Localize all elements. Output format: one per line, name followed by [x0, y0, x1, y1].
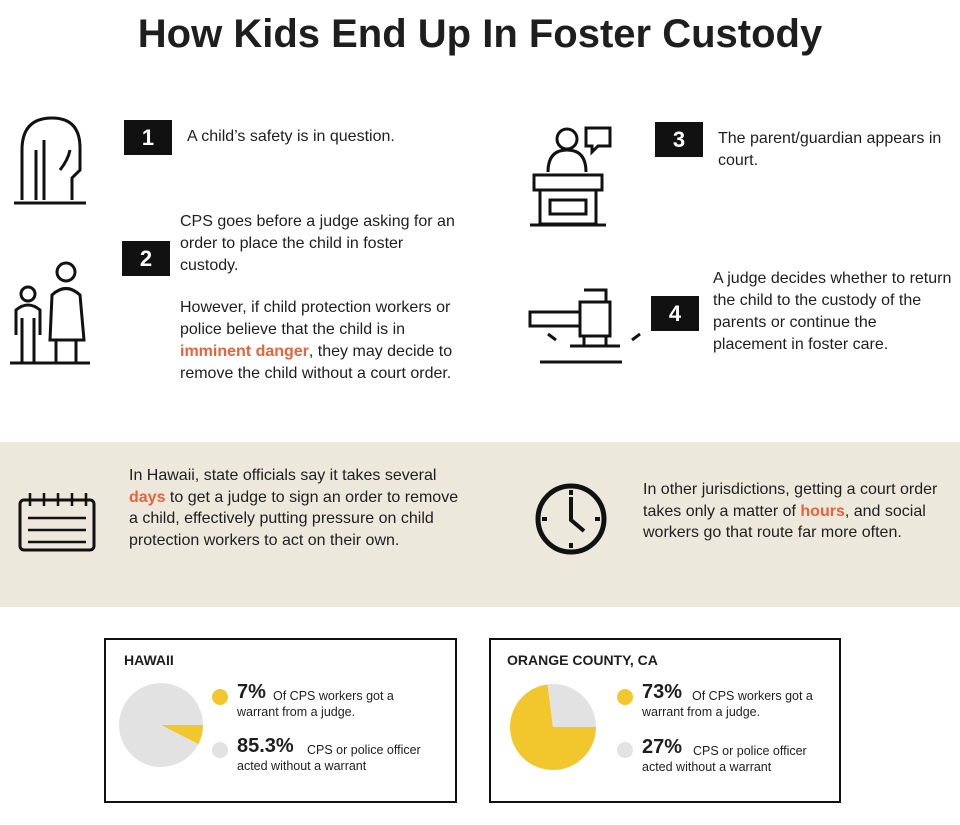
value-label: 73% [642, 681, 683, 703]
value-label: 27% [642, 736, 683, 758]
chart-title: HAWAII [124, 652, 174, 668]
legend-label: CPS or police officer acted without a wa… [237, 743, 421, 773]
step-text: The parent/guardian appears in court. [718, 130, 942, 169]
callout: In other jurisdictions, getting a court … [643, 479, 955, 544]
pie-slice [161, 725, 203, 745]
icon-gavel [528, 288, 641, 364]
legend-swatch [212, 689, 228, 705]
callout: In Hawaii, state officials say it takes … [129, 465, 469, 551]
highlight: days [129, 488, 166, 506]
step-note: However, if child protection workers or … [180, 297, 455, 385]
callout-text: , and social workers go that route far m… [643, 502, 926, 542]
legend-label: Of CPS workers got a warrant from a judg… [642, 689, 813, 719]
step-number: 3 [655, 122, 703, 157]
step-number: 4 [651, 296, 699, 331]
icon-child [34, 140, 72, 200]
legend-label: Of CPS workers got a warrant from a judg… [237, 689, 394, 719]
legend-swatch [617, 742, 633, 758]
legend-swatch [617, 689, 633, 705]
step-text: A judge decides whether to return the ch… [713, 270, 952, 353]
step-text: A child’s safety is in question. [187, 128, 395, 145]
chart-title: ORANGE COUNTY, CA [507, 652, 658, 668]
icon-child [20, 116, 82, 200]
callout-band [0, 442, 960, 607]
icon-family [48, 287, 86, 362]
value-label: 85.3% [237, 735, 294, 757]
legend-swatch [212, 742, 228, 758]
step-number: 2 [122, 241, 170, 276]
icon-clock [535, 483, 607, 555]
callout-text: In Hawaii, state officials say it takes … [129, 467, 437, 484]
pie-slice [119, 683, 203, 768]
note-text: However, if child protection workers or … [180, 299, 451, 338]
icon-clock [542, 490, 600, 548]
step-text: CPS goes before a judge asking for an or… [180, 213, 455, 274]
callout-text: In other jurisdictions, getting a court … [643, 481, 938, 520]
chart-box [489, 638, 841, 803]
icon-family [55, 261, 77, 283]
pie-slice [509, 684, 596, 770]
pie-slice [547, 684, 596, 727]
icon-family [14, 303, 42, 362]
icons [10, 116, 641, 555]
value-label: 7% [237, 681, 266, 703]
title: How Kids End Up In Foster Custody [137, 12, 823, 56]
legend-label: CPS or police officer acted without a wa… [642, 744, 807, 774]
note-text: , they may decide to remove the child wi… [180, 343, 453, 382]
highlight: imminent danger [180, 343, 309, 360]
step-number: 1 [124, 120, 172, 155]
icon-family [19, 285, 37, 303]
callout-text: to get a judge to sign an order to remov… [129, 488, 459, 549]
icon-calendar [28, 493, 88, 544]
highlight: hours [800, 502, 845, 520]
icon-court [555, 127, 579, 151]
icon-court [530, 126, 612, 227]
